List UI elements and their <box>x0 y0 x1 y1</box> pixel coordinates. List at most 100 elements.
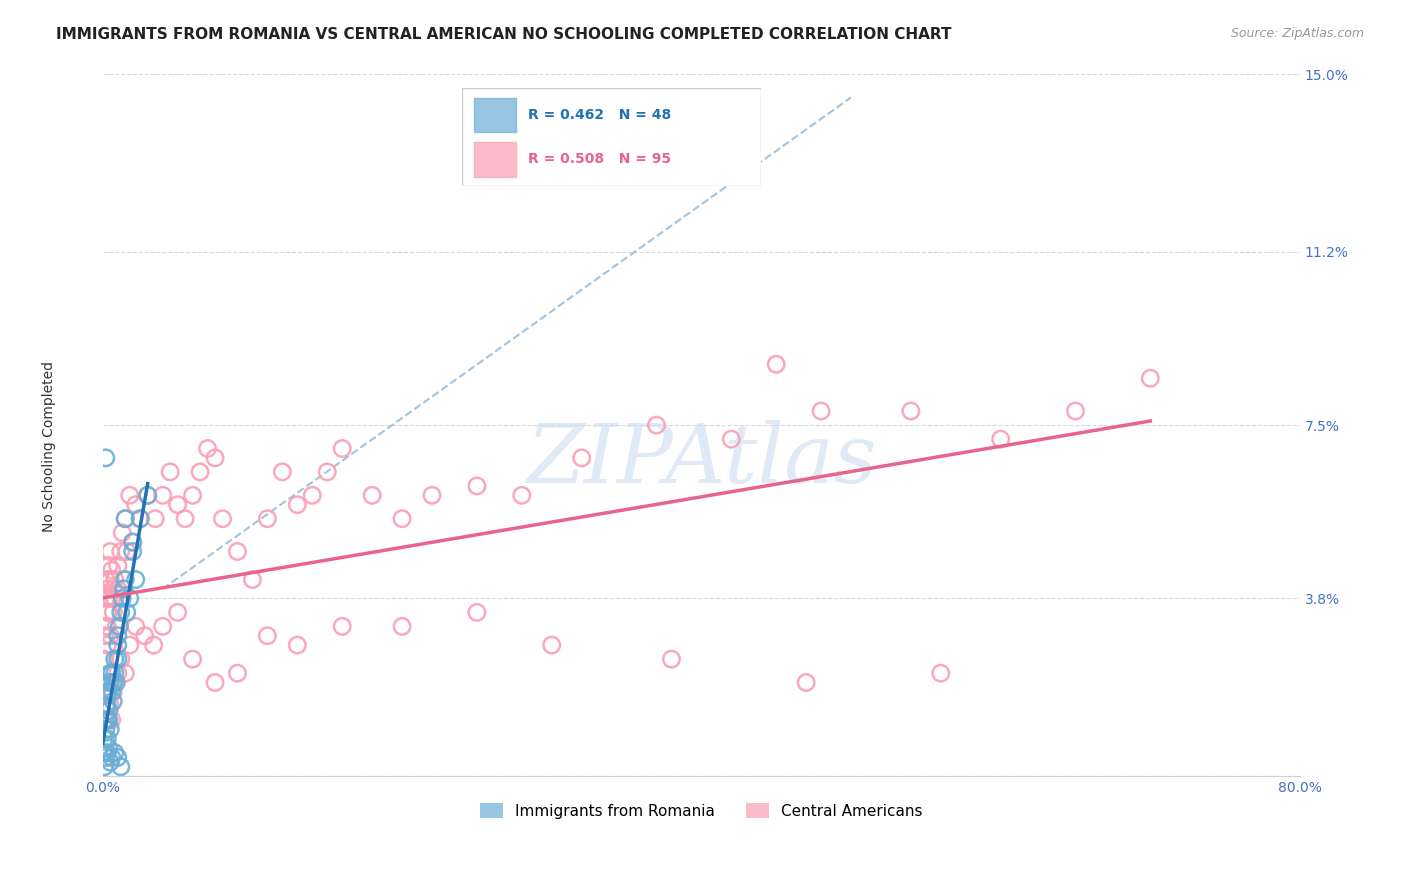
Point <box>110 760 132 774</box>
Point <box>94 698 117 713</box>
Point <box>96 731 118 746</box>
Point <box>115 544 138 558</box>
Point <box>107 750 129 764</box>
Point <box>110 544 132 558</box>
Point <box>112 573 135 587</box>
Point <box>107 652 129 666</box>
Point <box>104 675 127 690</box>
Point <box>96 685 118 699</box>
Point <box>103 694 125 708</box>
Point <box>316 465 339 479</box>
Point <box>96 698 118 713</box>
Point <box>101 685 124 699</box>
Point <box>107 666 129 681</box>
Point <box>330 619 353 633</box>
Point <box>211 512 233 526</box>
Point <box>114 573 136 587</box>
Point <box>93 629 115 643</box>
Point <box>94 573 117 587</box>
Point <box>391 619 413 633</box>
Point <box>107 629 129 643</box>
Point <box>256 512 278 526</box>
Point <box>111 525 134 540</box>
Point <box>465 479 488 493</box>
Text: ZIPAtlas: ZIPAtlas <box>526 420 877 500</box>
Point <box>118 488 141 502</box>
Point <box>720 432 742 446</box>
Point <box>98 675 121 690</box>
Point <box>93 652 115 666</box>
Point <box>301 488 323 502</box>
Point <box>204 450 226 465</box>
Point <box>97 685 120 699</box>
Point <box>1139 371 1161 385</box>
Point <box>1064 404 1087 418</box>
Point <box>271 465 294 479</box>
Point <box>661 652 683 666</box>
Point <box>93 713 115 727</box>
Point <box>97 704 120 718</box>
Point <box>121 535 143 549</box>
Point <box>103 582 125 596</box>
Point <box>103 685 125 699</box>
Point <box>93 746 115 760</box>
Point <box>129 512 152 526</box>
Point <box>285 498 308 512</box>
Point <box>810 404 832 418</box>
Point <box>143 512 166 526</box>
Point <box>134 629 156 643</box>
Point <box>97 558 120 573</box>
Point <box>93 731 115 746</box>
Point <box>174 512 197 526</box>
Point <box>110 605 132 619</box>
Point <box>104 666 127 681</box>
Point <box>114 666 136 681</box>
Point <box>96 605 118 619</box>
Point <box>129 512 152 526</box>
Point <box>226 544 249 558</box>
Point <box>121 544 143 558</box>
Point <box>540 638 562 652</box>
Point <box>188 465 211 479</box>
Point <box>103 605 125 619</box>
Point <box>900 404 922 418</box>
Point <box>571 450 593 465</box>
Point <box>125 498 148 512</box>
Point <box>96 619 118 633</box>
Point <box>97 713 120 727</box>
Point <box>391 512 413 526</box>
Point <box>107 638 129 652</box>
Point <box>98 723 121 737</box>
Text: IMMIGRANTS FROM ROMANIA VS CENTRAL AMERICAN NO SCHOOLING COMPLETED CORRELATION C: IMMIGRANTS FROM ROMANIA VS CENTRAL AMERI… <box>56 27 952 42</box>
Point <box>645 418 668 433</box>
Text: No Schooling Completed: No Schooling Completed <box>42 360 56 532</box>
Point <box>104 746 127 760</box>
Point <box>765 357 787 371</box>
Point <box>114 512 136 526</box>
Point <box>107 582 129 596</box>
Point <box>98 755 121 769</box>
Point <box>98 698 121 713</box>
Point <box>794 675 817 690</box>
Point <box>104 591 127 606</box>
Point <box>94 698 117 713</box>
Point <box>242 573 264 587</box>
Point <box>101 563 124 577</box>
Point <box>115 605 138 619</box>
Point <box>98 629 121 643</box>
Point <box>97 591 120 606</box>
Point <box>110 652 132 666</box>
Point <box>94 450 117 465</box>
Point <box>256 629 278 643</box>
Point <box>361 488 384 502</box>
Point <box>990 432 1012 446</box>
Point <box>94 723 117 737</box>
Point <box>97 741 120 756</box>
Point <box>93 760 115 774</box>
Point <box>166 605 188 619</box>
Point <box>107 558 129 573</box>
Point <box>98 573 121 587</box>
Point <box>94 619 117 633</box>
Point <box>159 465 181 479</box>
Point <box>105 619 128 633</box>
